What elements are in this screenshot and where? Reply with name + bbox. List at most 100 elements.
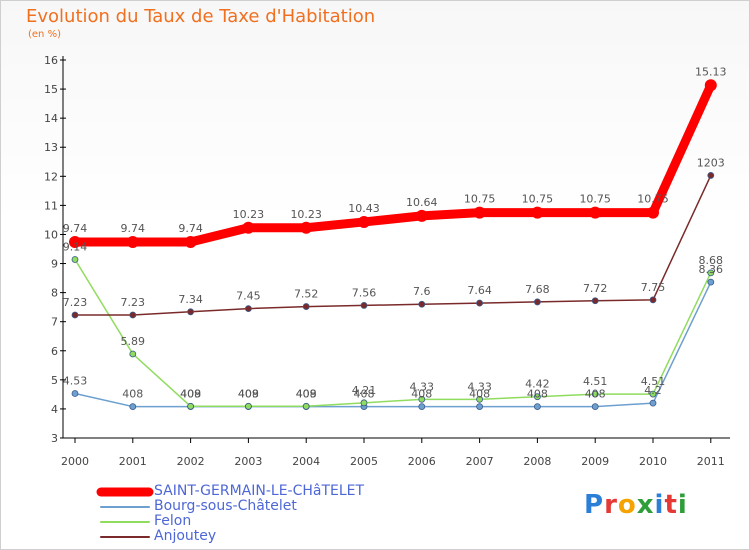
data-label: 9.74 xyxy=(178,222,203,235)
y-tick-label: 14 xyxy=(44,112,58,125)
data-label: 15.13 xyxy=(695,65,727,78)
data-label: 1203 xyxy=(697,156,725,169)
x-tick-label: 2002 xyxy=(177,455,205,468)
legend-item-label: Bourg-sous-Châtelet xyxy=(154,498,297,514)
data-label: 10.75 xyxy=(522,193,554,206)
logo-letter: i xyxy=(677,490,688,520)
data-point xyxy=(300,221,313,234)
data-label: 10.23 xyxy=(290,208,322,221)
x-tick-label: 2003 xyxy=(234,455,262,468)
chart-subtitle: (en %) xyxy=(28,29,61,40)
data-label: 9.74 xyxy=(121,222,146,235)
logo-letter: t xyxy=(664,490,678,520)
data-label: 7.64 xyxy=(467,284,492,297)
data-point xyxy=(244,305,252,313)
y-tick-label: 15 xyxy=(44,83,58,96)
data-label: 9.14 xyxy=(63,240,88,253)
data-label: 7.75 xyxy=(641,281,666,294)
data-point xyxy=(707,172,715,179)
data-point xyxy=(71,256,79,263)
data-point xyxy=(129,311,137,319)
data-label: 408 xyxy=(411,388,432,401)
data-label: 7.6 xyxy=(413,285,431,298)
y-tick-label: 8 xyxy=(51,287,58,300)
y-tick-label: 16 xyxy=(44,54,58,67)
logo-letter: P xyxy=(584,490,605,520)
data-label: 408 xyxy=(296,388,317,401)
data-point xyxy=(534,403,541,410)
data-point xyxy=(476,299,484,307)
chart-title: Evolution du Taux de Taxe d'Habitation xyxy=(26,6,376,27)
y-tick-label: 12 xyxy=(44,170,58,183)
logo-letter: x xyxy=(636,490,655,520)
logo-letter: i xyxy=(654,490,665,520)
legend-item-label: Felon xyxy=(154,513,192,529)
x-tick-label: 2009 xyxy=(581,455,609,468)
data-point xyxy=(242,221,255,234)
data-label: 4.53 xyxy=(63,375,88,388)
data-point xyxy=(649,399,657,407)
logo-letter: r xyxy=(604,490,618,520)
data-label: 10.23 xyxy=(233,208,265,221)
series-line xyxy=(74,174,712,316)
series-line xyxy=(70,80,716,247)
x-tick-label: 2011 xyxy=(697,455,725,468)
data-label: 7.72 xyxy=(583,282,608,295)
data-point xyxy=(360,399,368,407)
data-point xyxy=(360,302,368,309)
series-line xyxy=(74,258,712,408)
data-label: 408 xyxy=(180,388,201,401)
data-label: 408 xyxy=(238,388,259,401)
data-point xyxy=(187,402,195,410)
data-point xyxy=(244,402,252,410)
data-point xyxy=(187,308,195,316)
data-label: 5.89 xyxy=(121,335,146,348)
data-label: 7.45 xyxy=(236,290,261,303)
y-tick-label: 3 xyxy=(51,432,58,445)
data-point xyxy=(71,311,79,319)
data-label: 8.36 xyxy=(699,263,724,276)
data-label: 409 xyxy=(296,387,317,400)
data-point xyxy=(418,300,426,308)
proxiti-logo: Proxiti xyxy=(584,490,688,520)
y-tick-label: 9 xyxy=(51,258,58,271)
x-tick-label: 2007 xyxy=(466,455,494,468)
data-point xyxy=(531,206,544,219)
data-point xyxy=(129,403,137,410)
data-label: 4.21 xyxy=(352,384,377,397)
data-point xyxy=(649,390,657,398)
y-tick-label: 6 xyxy=(51,345,58,358)
data-point xyxy=(302,402,310,410)
y-tick-label: 5 xyxy=(51,374,58,387)
data-label: 408 xyxy=(469,388,490,401)
y-tick-label: 4 xyxy=(51,403,58,416)
x-tick-label: 2001 xyxy=(119,455,147,468)
data-label: 4.42 xyxy=(525,378,550,391)
legend-item-label: Anjoutey xyxy=(154,528,217,544)
data-label: 7.52 xyxy=(294,288,319,301)
data-point xyxy=(591,297,599,305)
data-label: 4.2 xyxy=(644,384,662,397)
x-tick-label: 2004 xyxy=(292,455,320,468)
data-label: 7.23 xyxy=(121,296,146,309)
data-point xyxy=(649,296,657,304)
data-point xyxy=(534,298,541,306)
x-tick-label: 2008 xyxy=(523,455,551,468)
data-point xyxy=(476,395,484,403)
data-point xyxy=(591,390,599,398)
data-point xyxy=(418,403,426,410)
data-point xyxy=(129,350,137,358)
data-label: 10.75 xyxy=(464,193,496,206)
x-tick-label: 2006 xyxy=(408,455,436,468)
data-label: 4.51 xyxy=(641,375,666,388)
data-label: 4.51 xyxy=(583,375,608,388)
y-tick-label: 13 xyxy=(44,141,58,154)
data-label: 408 xyxy=(122,388,143,401)
data-label: 408 xyxy=(585,388,606,401)
data-point xyxy=(534,393,541,401)
x-tick-label: 2005 xyxy=(350,455,378,468)
data-point xyxy=(358,215,370,228)
data-point xyxy=(591,403,599,410)
data-point xyxy=(126,236,139,249)
